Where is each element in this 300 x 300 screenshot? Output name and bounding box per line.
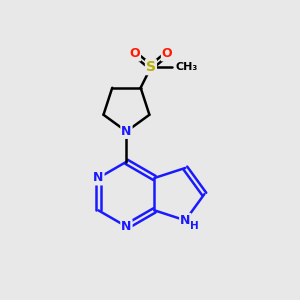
Text: O: O [129,47,140,60]
Text: N: N [93,172,103,184]
Text: N: N [180,214,190,227]
Text: N: N [121,220,132,233]
Text: CH₃: CH₃ [175,62,197,72]
Text: N: N [121,125,132,138]
Text: O: O [162,47,172,60]
Text: S: S [146,60,156,74]
Text: H: H [190,221,199,231]
